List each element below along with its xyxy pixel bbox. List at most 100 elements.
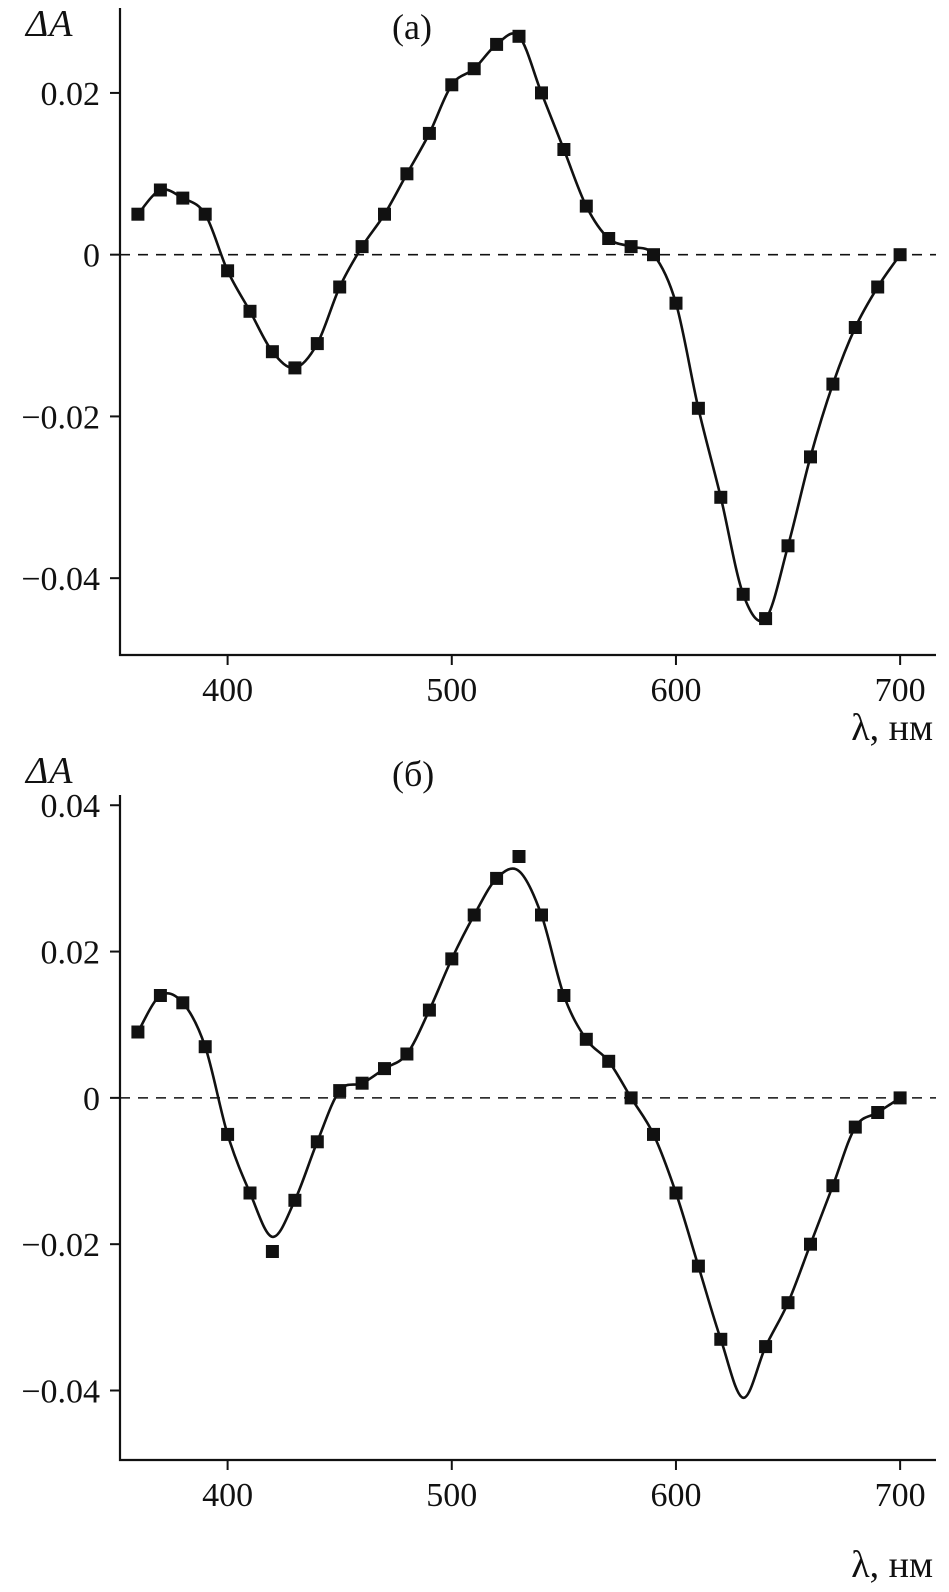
data-point-marker xyxy=(400,1047,414,1061)
data-point-marker xyxy=(310,1135,324,1149)
data-point-marker xyxy=(288,361,302,375)
axis-lines xyxy=(118,8,936,657)
x-tick-label: 400 xyxy=(202,1477,253,1514)
x-tick-label: 600 xyxy=(650,672,701,709)
data-point-marker xyxy=(445,78,459,92)
data-point-marker xyxy=(781,1296,795,1310)
y-tick-label: −0.04 xyxy=(21,561,100,598)
data-point-marker xyxy=(647,1127,660,1141)
data-point-marker xyxy=(310,337,324,351)
data-point-marker xyxy=(467,908,481,922)
x-tick-label: 600 xyxy=(650,1477,701,1514)
data-point-marker xyxy=(579,1032,593,1046)
y-tick-label: −0.04 xyxy=(21,1374,100,1411)
data-point-marker xyxy=(624,1091,638,1105)
data-point-marker xyxy=(153,989,167,1002)
y-tick-label: 0.04 xyxy=(41,788,101,825)
chart-a-canvas: 400 500 600 700 0.02 0 −0.02 −0.04 xyxy=(21,8,936,709)
data-point-marker xyxy=(714,490,728,504)
data-point-marker xyxy=(535,86,548,100)
data-point-marker xyxy=(848,1120,862,1134)
data-point-marker xyxy=(490,871,504,885)
y-tick-label: 0 xyxy=(83,238,100,275)
data-point-marker xyxy=(176,191,190,205)
data-point-marker xyxy=(153,183,167,197)
x-axis-label-a: λ, нм xyxy=(851,707,933,749)
data-point-marker xyxy=(221,1127,235,1141)
data-point-marker xyxy=(176,996,190,1010)
y-tick-label: 0 xyxy=(83,1081,100,1118)
y-tick-label: 0.02 xyxy=(41,935,101,972)
axis-lines xyxy=(118,795,936,1462)
data-point-marker xyxy=(467,62,481,76)
data-point-marker xyxy=(557,143,571,156)
data-point-marker xyxy=(355,1076,369,1090)
data-point-marker xyxy=(669,1186,683,1200)
x-axis-label-b: λ, нм xyxy=(851,1544,933,1586)
x-tick-label: 700 xyxy=(875,1477,926,1514)
data-point-marker xyxy=(422,1003,436,1017)
data-point-marker xyxy=(804,450,817,464)
chart-panel-a: 400 500 600 700 0.02 0 −0.02 −0.04 ΔA (а) λ, нм xyxy=(0,0,949,749)
data-point-marker xyxy=(826,1179,840,1193)
data-point-marker xyxy=(602,1054,616,1068)
data-point-marker xyxy=(624,240,638,254)
data-point-marker xyxy=(333,1084,347,1098)
data-point-marker xyxy=(422,126,436,140)
data-point-marker xyxy=(691,401,705,415)
panel-label-b: (б) xyxy=(392,754,435,794)
data-point-marker xyxy=(131,1025,145,1039)
x-tick-label: 500 xyxy=(426,1477,477,1514)
data-point-marker xyxy=(781,539,795,553)
spectrum-line xyxy=(136,867,901,1400)
data-point-marker xyxy=(333,280,347,294)
data-point-marker xyxy=(714,1332,728,1346)
data-point-marker xyxy=(400,167,414,181)
data-point-marker xyxy=(288,1193,302,1207)
chart-panel-b: 400 500 600 700 0.04 0.02 0 −0.02 −0.04 ΔA (б) λ… xyxy=(0,745,949,1592)
data-point-marker xyxy=(198,1040,212,1054)
data-point-marker xyxy=(535,908,548,922)
data-point-marker xyxy=(243,304,257,318)
spectrum-line xyxy=(136,32,902,623)
y-tick-label: −0.02 xyxy=(21,399,100,436)
data-point-marker xyxy=(378,1062,391,1076)
data-point-marker xyxy=(871,1106,885,1119)
data-point-marker xyxy=(759,1340,773,1354)
data-point-marker xyxy=(378,207,391,221)
data-point-marker xyxy=(579,199,593,213)
data-point-marker xyxy=(445,952,459,966)
data-point-marker xyxy=(490,37,504,51)
x-tick-label: 500 xyxy=(426,672,477,709)
y-axis-label-a: ΔA xyxy=(26,3,74,45)
data-point-marker xyxy=(512,29,526,43)
data-point-marker xyxy=(848,321,862,334)
data-point-marker xyxy=(804,1237,817,1251)
data-point-marker xyxy=(602,232,616,245)
data-point-marker xyxy=(736,587,750,601)
x-tick-label: 400 xyxy=(202,672,253,709)
data-point-marker xyxy=(221,264,235,278)
data-point-marker xyxy=(198,207,212,221)
data-point-marker xyxy=(647,248,660,262)
data-point-marker xyxy=(893,1091,907,1105)
data-point-marker xyxy=(265,345,279,359)
data-point-marker xyxy=(557,989,571,1002)
data-point-marker xyxy=(669,296,683,310)
data-point-marker xyxy=(243,1186,257,1200)
data-point-marker xyxy=(691,1259,705,1273)
chart-b-canvas: 400 500 600 700 0.04 0.02 0 −0.02 −0.04 xyxy=(21,788,936,1514)
y-tick-label: 0.02 xyxy=(41,76,101,113)
data-point-marker xyxy=(131,207,145,221)
panel-label-a: (а) xyxy=(392,7,432,47)
data-point-marker xyxy=(871,280,885,294)
data-point-marker xyxy=(759,612,773,626)
x-tick-label: 700 xyxy=(875,672,926,709)
data-point-marker xyxy=(355,240,369,254)
y-tick-label: −0.02 xyxy=(21,1227,100,1264)
y-axis-label-b: ΔA xyxy=(26,750,74,792)
data-point-marker xyxy=(826,377,840,391)
data-point-marker xyxy=(512,850,526,863)
data-point-marker xyxy=(893,248,907,262)
